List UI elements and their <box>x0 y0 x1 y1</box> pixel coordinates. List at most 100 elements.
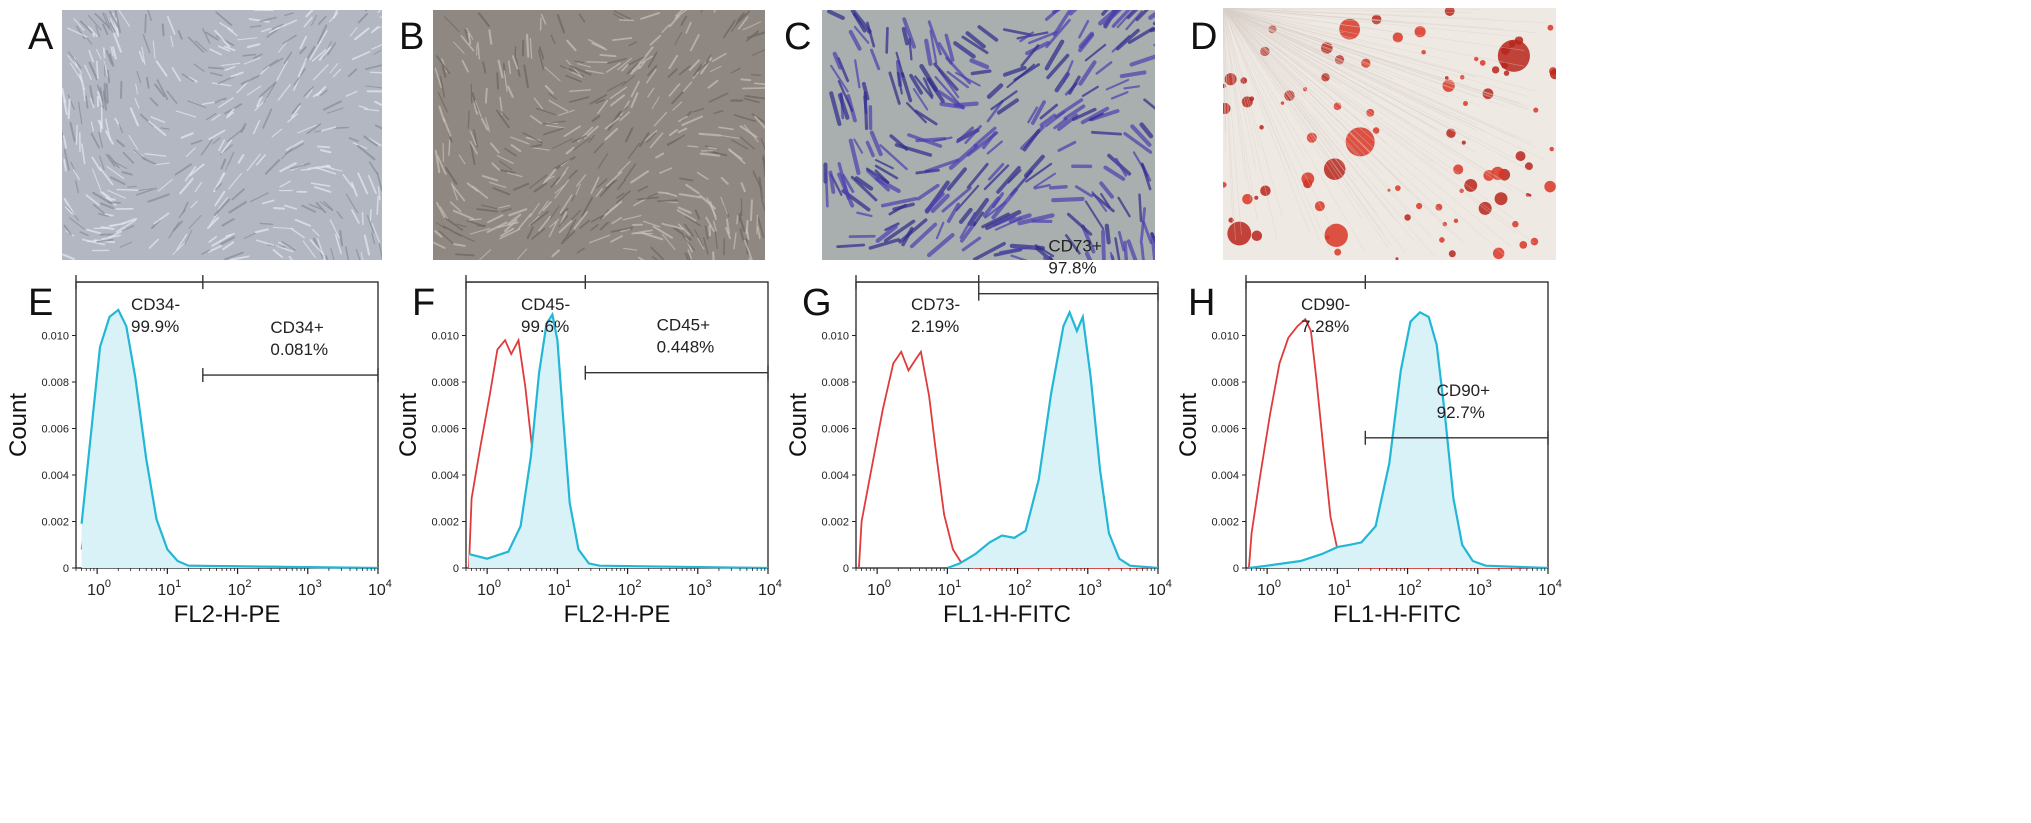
marker-fill-area <box>1248 312 1548 568</box>
gate-label: CD73+ <box>1048 237 1101 256</box>
gate-positive <box>202 368 379 383</box>
x-tick-label: 101 <box>937 578 961 599</box>
micrograph-b <box>433 10 765 260</box>
panel-label-f: F <box>412 282 436 324</box>
gate-percent: 0.081% <box>270 340 328 359</box>
cell-texture <box>62 10 382 260</box>
y-tick-label: 0.008 <box>431 377 459 389</box>
marker-histogram-line <box>1248 310 1549 570</box>
y-tick-label: 0.004 <box>821 470 849 482</box>
y-tick-label: 0.002 <box>1211 517 1239 529</box>
y-axis-label: Count <box>1175 393 1202 457</box>
y-tick-label: 0 <box>453 563 459 575</box>
x-tick-label: 103 <box>298 578 322 599</box>
y-axis-label: Count <box>785 393 812 457</box>
marker-fill-area <box>81 309 378 568</box>
gate-negative <box>855 275 980 290</box>
y-tick-label: 0 <box>1233 563 1239 575</box>
gate-positive <box>978 286 1159 301</box>
histogram-h: CD90- 7.28% CD90+ 92.7% 0 0.002 0.004 0.006 0.00… <box>1170 270 1562 628</box>
histogram-e: CD34- 99.9% CD34+ 0.081% 0 0.002 0.004 0.006 0.0… <box>0 270 392 628</box>
y-tick-label: 0.004 <box>1211 470 1239 482</box>
gate-negative <box>465 275 586 290</box>
cell-texture <box>1223 8 1556 260</box>
gate-percent: 2.19% <box>911 317 959 336</box>
panel-label-c: C <box>784 16 812 58</box>
y-axis-label: Count <box>5 393 32 457</box>
y-tick-label: 0.006 <box>431 424 459 436</box>
y-tick-label: 0.004 <box>431 470 459 482</box>
marker-histogram-line <box>468 311 769 570</box>
x-tick-label: 104 <box>758 578 782 599</box>
gate-percent: 99.6% <box>521 317 569 336</box>
x-tick-label: 102 <box>1008 578 1032 599</box>
x-tick-label: 104 <box>1538 578 1562 599</box>
histogram-g: CD73- 2.19% CD73+ 97.8% 0 0.002 0.004 0.006 0.00… <box>780 237 1172 628</box>
gate-percent: 99.9% <box>131 317 179 336</box>
y-tick-label: 0.006 <box>1211 424 1239 436</box>
gate-negative <box>75 275 204 290</box>
cell-texture <box>433 10 765 260</box>
x-tick-label: 100 <box>867 578 891 599</box>
x-tick-label: 103 <box>688 578 712 599</box>
y-tick-label: 0.010 <box>41 331 69 343</box>
gate-label: CD90- <box>1301 295 1350 314</box>
marker-histogram-line <box>947 309 1159 570</box>
marker-fill-area <box>468 314 768 568</box>
x-tick-label: 101 <box>1327 578 1351 599</box>
y-tick-label: 0.006 <box>821 424 849 436</box>
gate-label: CD34+ <box>270 318 323 337</box>
gate-percent: 0.448% <box>657 338 715 357</box>
x-axis-label: FL2-H-PE <box>564 601 671 628</box>
x-tick-label: 100 <box>87 578 111 599</box>
gate-percent: 7.28% <box>1301 317 1349 336</box>
y-tick-label: 0.002 <box>431 517 459 529</box>
plot-frame <box>855 281 1159 569</box>
y-tick-label: 0.002 <box>41 517 69 529</box>
panel-label-a: A <box>28 16 54 58</box>
gate-label: CD34- <box>131 295 180 314</box>
plot-frame <box>465 281 769 569</box>
y-tick-label: 0 <box>63 563 69 575</box>
y-tick-label: 0.008 <box>41 377 69 389</box>
x-tick-label: 101 <box>547 578 571 599</box>
x-tick-label: 103 <box>1078 578 1102 599</box>
x-tick-label: 104 <box>1148 578 1172 599</box>
micrograph-d <box>1223 8 1556 260</box>
gate-percent: 97.8% <box>1048 259 1096 278</box>
marker-histogram-line <box>80 308 379 570</box>
x-tick-label: 101 <box>157 578 181 599</box>
x-tick-label: 102 <box>228 578 252 599</box>
panel-label-b: B <box>399 16 425 58</box>
y-tick-label: 0.010 <box>1211 331 1239 343</box>
y-tick-label: 0.008 <box>1211 377 1239 389</box>
gate-percent: 92.7% <box>1437 403 1485 422</box>
y-tick-label: 0 <box>843 563 849 575</box>
x-tick-label: 100 <box>477 578 501 599</box>
panel-label-e: E <box>28 282 54 324</box>
panel-label-g: G <box>802 282 832 324</box>
micrograph-a <box>62 10 382 260</box>
x-tick-label: 103 <box>1468 578 1492 599</box>
y-tick-label: 0.010 <box>821 331 849 343</box>
gate-label: CD45- <box>521 295 570 314</box>
isotype-histogram-line <box>858 349 1158 569</box>
y-tick-label: 0.006 <box>41 424 69 436</box>
gate-positive <box>1364 430 1549 445</box>
gate-positive <box>584 365 769 380</box>
y-axis-label: Count <box>395 393 422 457</box>
x-tick-label: 100 <box>1257 578 1281 599</box>
gate-label: CD45+ <box>657 316 710 335</box>
gate-label: CD90+ <box>1437 381 1490 400</box>
histogram-f: CD45- 99.6% CD45+ 0.448% 0 0.002 0.004 0.006 0.0… <box>390 270 782 628</box>
y-tick-label: 0.010 <box>431 331 459 343</box>
cell-texture <box>823 10 1155 260</box>
x-axis-label: FL2-H-PE <box>174 601 281 628</box>
gate-negative <box>1245 275 1366 290</box>
panel-label-d: D <box>1190 16 1218 58</box>
gate-label: CD73- <box>911 295 960 314</box>
x-axis-label: FL1-H-FITC <box>1333 601 1461 628</box>
panel-label-h: H <box>1188 282 1216 324</box>
y-tick-label: 0.002 <box>821 517 849 529</box>
x-tick-label: 102 <box>1398 578 1422 599</box>
